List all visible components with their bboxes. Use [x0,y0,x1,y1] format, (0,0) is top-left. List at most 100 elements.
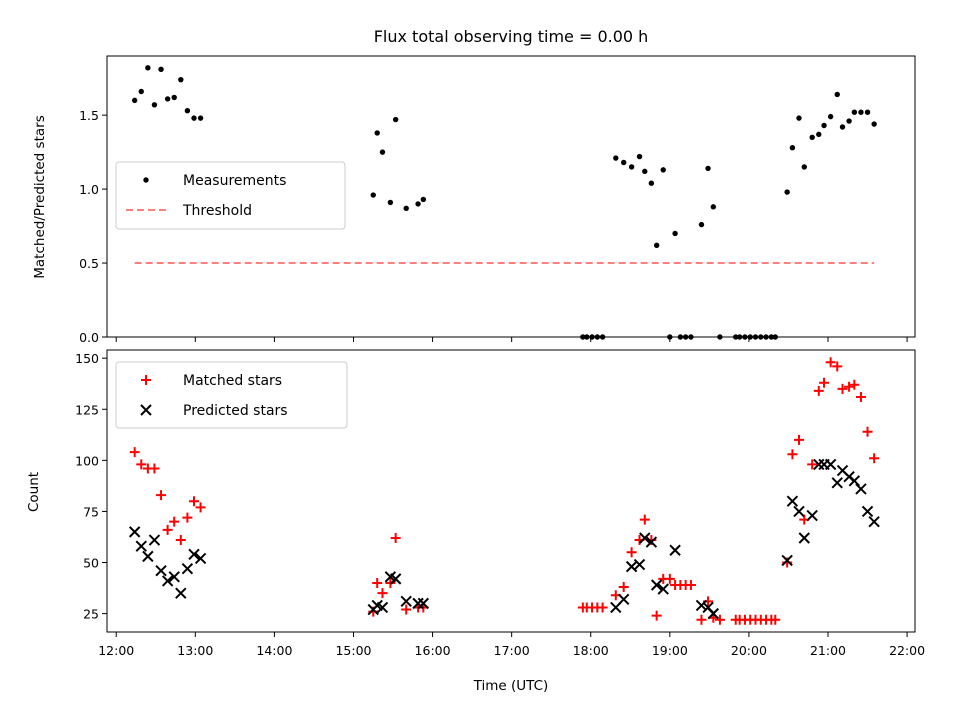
predicted-stars-point [175,587,187,599]
top-y-tick-label: 1.0 [79,182,99,197]
predicted-stars-point [417,597,430,610]
legend-measurements-marker [143,177,149,183]
bottom-y-tick-label: 100 [75,453,99,468]
flux-ratio-panel: 0.0 0.5 1.0 1.5 Measurements Threshold [79,55,916,345]
measurements-point [164,96,171,102]
top-axes-frame [106,55,916,338]
top-y-tick-label: 0.5 [79,256,99,271]
measurements-point [821,122,827,129]
top-y-tick-label: 1.5 [79,108,99,123]
x-tick-label: 19:00 [652,643,688,658]
measurements-point [816,131,822,138]
x-tick-label: 18:00 [573,643,609,658]
x-tick-label: 14:00 [256,643,292,658]
bottom-legend: Matched stars Predicted stars [115,361,348,429]
measurements-point [131,97,138,104]
measurements-point [768,334,775,340]
predicted-stars-point [824,458,837,471]
matched-stars-point [401,604,412,615]
measurements-point [758,334,764,340]
measurements-point [660,167,666,173]
legend-matched-stars-marker [141,375,151,385]
measurements-point [171,94,177,101]
predicted-stars-point [155,564,167,577]
matched-stars-point [807,459,818,470]
predicted-stars-point [161,575,174,587]
measurements-point [834,91,840,98]
measurements-point [801,164,807,170]
measurements-point [736,334,743,340]
matched-stars-point [813,385,824,396]
measurements-point [717,334,723,340]
predicted-stars-point [617,593,630,606]
x-tick-label: 13:00 [177,643,213,658]
measurements-point [851,109,858,115]
measurements-point [871,121,877,127]
measurements-point [387,199,394,206]
matched-stars-point [844,381,855,392]
matched-stars-point [849,379,860,390]
x-tick-label: 12:00 [98,643,134,658]
matched-stars-point [770,614,781,625]
x-tick-label: 16:00 [415,643,451,658]
legend-threshold-label: Threshold [182,203,252,219]
measurements-point [197,115,204,121]
measurements-point [636,153,643,160]
measurements-point [827,113,834,120]
measurements-point [733,334,739,340]
x-tick-label: 22:00 [889,643,925,658]
measurements-point [151,102,158,108]
bottom-y-tick-label: 150 [75,351,99,366]
matched-stars-point [377,588,388,599]
measurements-point [392,116,399,123]
measurements-point [698,221,705,228]
predicted-stars-point [400,595,412,608]
measurements-point [682,334,689,340]
x-tick-label: 20:00 [731,643,767,658]
measurements-point [846,118,852,124]
matched-stars-point [195,502,206,513]
bottom-axes-frame [106,349,916,633]
measurements-point [599,334,606,340]
x-axis-label: Time (UTC) [473,678,549,694]
x-tick-label: 21:00 [810,643,846,658]
predicted-stars-point [650,579,663,591]
measurements-point [191,115,197,121]
predicted-stars-point [142,550,154,563]
measurements-point [420,196,427,203]
predicted-stars-point [781,554,793,567]
top-y-tick-label: 0.0 [79,330,99,345]
predicted-stars-point [707,607,720,620]
matched-stars-point [156,490,167,501]
predicted-stars-point [181,562,194,575]
predicted-stars-point [861,505,874,518]
predicted-stars-point [868,515,880,528]
measurements-point [158,66,164,73]
measurements-point [710,204,717,210]
top-legend-box [115,161,346,230]
measurements-point [580,334,586,340]
predicted-stars-point [793,505,805,518]
measurements-point [667,334,673,340]
x-tick-label: 15:00 [335,643,371,658]
predicted-stars-point [695,599,708,612]
measurements-point [379,149,386,155]
matched-stars-point [175,535,186,546]
bottom-y-tick-label: 125 [75,402,99,417]
measurements-point [839,124,846,130]
measurements-point [138,88,144,95]
bottom-legend-box [115,361,348,429]
measurements-point [594,334,601,340]
matched-stars-point [825,357,836,368]
measurements-point [752,334,759,340]
star-count-panel: 12:00 13:00 14:00 15:00 16:00 17:00 18:00 19:00… [75,349,925,658]
top-y-axis-label: Matched/Predicted stars [32,115,48,278]
legend-predicted-stars-label: Predicted stars [183,403,288,419]
measurements-point [589,334,595,340]
bottom-y-tick-label: 25 [83,607,99,622]
measurements-point [809,134,815,141]
legend-predicted-stars-marker [140,404,152,416]
top-legend: Measurements Threshold [115,161,346,230]
